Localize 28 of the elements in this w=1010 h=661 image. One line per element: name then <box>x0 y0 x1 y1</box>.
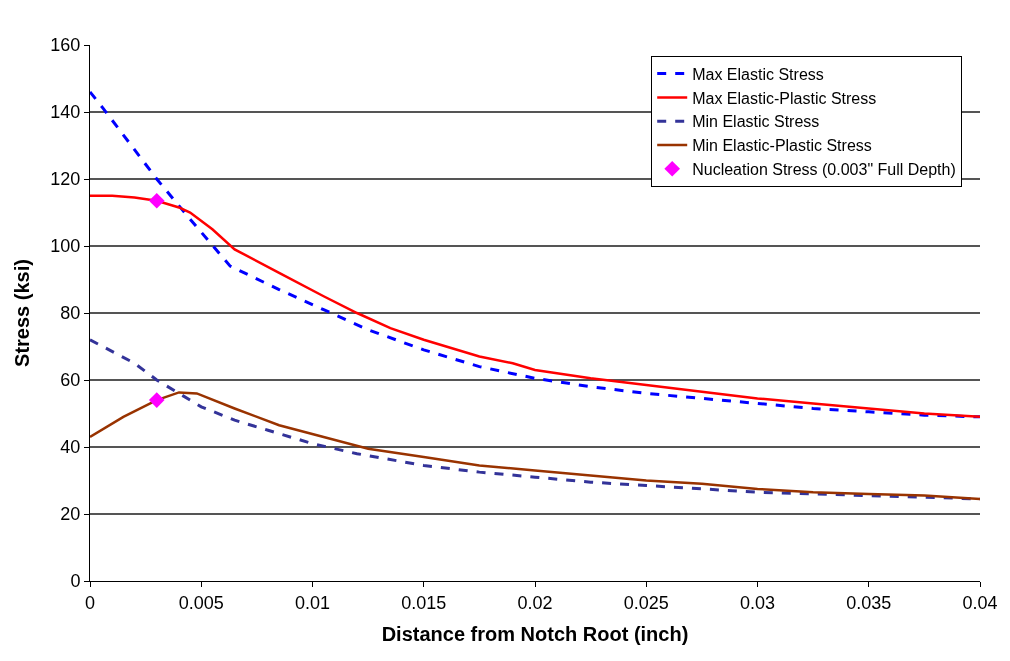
x-tick-label: 0.025 <box>623 592 669 613</box>
legend-label: Min Elastic Stress <box>692 113 820 131</box>
y-tick-label: 140 <box>50 102 81 123</box>
x-tick-label: 0.015 <box>401 592 447 613</box>
x-tick-label: 0.04 <box>962 592 998 613</box>
x-tick-label: 0.01 <box>294 592 331 613</box>
x-tick-label: 0.005 <box>178 592 224 613</box>
line-series <box>90 391 980 501</box>
y-tick-label: 0 <box>70 571 81 592</box>
y-tick-label: 80 <box>60 303 81 324</box>
line-series <box>90 90 980 419</box>
legend-label: Min Elastic-Plastic Stress <box>692 137 872 155</box>
line-series <box>90 194 980 419</box>
y-tick-label: 40 <box>60 437 81 458</box>
y-tick-label: 160 <box>50 35 81 56</box>
y-axis-title: Stress (ksi) <box>10 259 33 367</box>
y-tick-label: 120 <box>50 169 81 190</box>
legend-label: Max Elastic-Plastic Stress <box>692 89 877 107</box>
y-tick-label: 20 <box>60 504 81 525</box>
x-axis-title: Distance from Notch Root (inch) <box>381 623 689 646</box>
y-tick-label: 60 <box>60 370 81 391</box>
x-tick-label: 0.03 <box>739 592 776 613</box>
x-tick-label: 0 <box>84 592 96 613</box>
x-tick-label: 0.035 <box>846 592 892 613</box>
x-tick-label: 0.02 <box>517 592 553 613</box>
legend-label: Max Elastic Stress <box>692 65 824 83</box>
legend-label: Nucleation Stress (0.003" Full Depth) <box>692 161 956 179</box>
y-tick-label: 100 <box>50 236 81 257</box>
